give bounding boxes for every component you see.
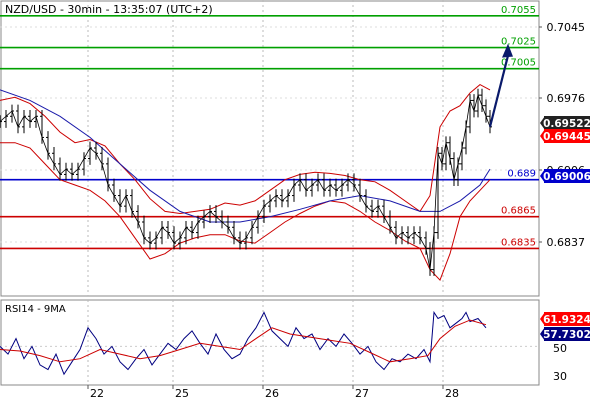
rsi-badge-ma-pointer	[540, 312, 545, 326]
bollinger-upper-line	[0, 84, 491, 215]
x-tick-label: 26	[265, 387, 279, 400]
rsi-y-tick-label: 50	[553, 342, 567, 355]
rsi-panel-frame	[0, 299, 540, 386]
time-x-axis: 22 25 26 27 28	[87, 385, 459, 400]
rsi-y-tick-label: 30	[553, 370, 567, 383]
price-badge-level-label: 0.69006	[543, 171, 590, 183]
rsi-badge-value-pointer	[540, 327, 545, 341]
level-label: 0.6865	[501, 206, 536, 217]
rsi-line-rsi14	[0, 310, 487, 376]
level-label: 0.7025	[501, 37, 536, 48]
rsi-line-9ma	[0, 319, 487, 363]
level-label: 0.689	[507, 169, 536, 180]
rsi-series	[0, 310, 539, 376]
price-series	[0, 88, 492, 276]
bollinger-bands	[0, 84, 491, 282]
rsi-title: RSI14 - 9MA	[5, 304, 66, 315]
rsi-badge-value-label: 57.7302	[543, 329, 590, 341]
price-badge-last-bg	[544, 116, 590, 130]
price-badge-ma-bg	[544, 129, 590, 143]
level-label: 0.7005	[501, 58, 536, 69]
price-badge-last-pointer	[540, 116, 545, 130]
price-badge-ma-label: 0.69445	[543, 131, 590, 143]
rsi-y-axis: 50 30	[553, 342, 567, 383]
price-badge-ma-pointer	[540, 129, 545, 143]
price-badge-last-label: 0.69522	[543, 118, 590, 130]
price-panel-frame	[0, 0, 540, 297]
forecast-arrow	[488, 43, 513, 128]
moving-average-series	[0, 89, 491, 223]
y-tick-label: 0.6837	[547, 236, 586, 249]
rsi-badge-ma-label: 61.9324	[543, 314, 590, 326]
price-badge-level-pointer	[540, 169, 545, 183]
forecast-arrow-shaft	[488, 55, 510, 128]
chart-title: NZD/USD - 30min - 13:35:07 (UTC+2)	[5, 3, 213, 16]
y-tick-label: 0.6976	[547, 92, 586, 105]
x-tick-label: 27	[355, 387, 369, 400]
rsi-badge-ma-bg	[544, 312, 590, 326]
y-tick-label: 0.7045	[547, 21, 586, 34]
rsi-badge-value-bg	[544, 327, 590, 341]
level-label: 0.6835	[501, 237, 536, 248]
x-tick-label: 25	[175, 387, 189, 400]
price-line	[0, 93, 491, 270]
bollinger-lower-line	[0, 142, 491, 282]
gridlines	[0, 0, 539, 385]
x-tick-label: 28	[445, 387, 459, 400]
level-label: 0.7055	[501, 5, 536, 16]
horizontal-levels: 0.7055 0.7025 0.7005 0.689 0.6865 0.6835	[0, 5, 539, 250]
price-badge-level-bg	[544, 169, 590, 183]
x-tick-label: 22	[90, 387, 104, 400]
moving-average-line	[0, 89, 491, 223]
forecast-arrow-head	[502, 43, 513, 58]
